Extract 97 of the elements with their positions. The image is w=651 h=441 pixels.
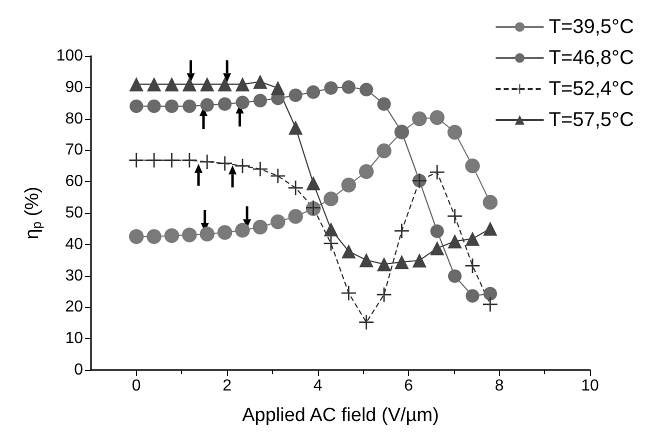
point: [341, 178, 356, 192]
point: [430, 224, 444, 238]
point: [324, 222, 338, 236]
point: [466, 289, 480, 303]
y-tick-label: 40: [65, 236, 84, 253]
y-tick-label: 80: [65, 110, 84, 128]
point: [483, 286, 497, 300]
legend-label: T=39,5°C: [548, 16, 634, 38]
point: [182, 228, 197, 242]
point: [288, 180, 303, 196]
point: [253, 74, 268, 89]
point: [270, 168, 286, 184]
point: [465, 232, 480, 246]
point: [218, 156, 232, 171]
point: [376, 257, 392, 272]
y-tick-label: 70: [65, 142, 84, 159]
point: [235, 77, 250, 92]
point: [253, 94, 268, 108]
x-axis-title: Applied AC field (V/µm): [242, 405, 439, 426]
point: [306, 85, 320, 99]
point: [358, 164, 374, 179]
point: [448, 208, 462, 224]
legend-label: T=46,8°C: [548, 47, 634, 69]
point: [147, 99, 161, 114]
point: [430, 241, 444, 256]
x-tick-label: 0: [132, 378, 141, 394]
point: [288, 209, 303, 224]
point: [270, 214, 286, 230]
point: [447, 124, 462, 140]
x-tick-label: 8: [494, 378, 504, 394]
point: [164, 153, 179, 168]
point: [341, 286, 356, 300]
y-tick-label: 100: [56, 48, 84, 64]
point: [377, 97, 391, 111]
y-tick-label: 90: [65, 78, 84, 96]
point: [235, 222, 250, 238]
point: [376, 287, 392, 302]
x-tick-label: 2: [222, 378, 232, 394]
point: [146, 229, 162, 244]
point: [164, 77, 179, 92]
point: [129, 77, 144, 92]
point: [270, 80, 285, 96]
y-tick-label: 50: [65, 204, 84, 222]
point: [288, 88, 302, 102]
point: [182, 153, 197, 168]
point: [482, 194, 498, 210]
point: [359, 253, 374, 268]
point: [483, 222, 498, 236]
point: [218, 77, 232, 92]
point: [128, 229, 144, 244]
point: [324, 191, 338, 206]
point: [376, 143, 392, 158]
point: [360, 82, 374, 96]
point: [306, 176, 320, 190]
point: [483, 297, 498, 312]
point: [164, 99, 179, 114]
x-tick-label: 4: [313, 378, 322, 394]
point: [200, 77, 214, 92]
y-tick-label: 30: [65, 267, 84, 284]
point: [394, 224, 409, 238]
point: [448, 269, 462, 283]
point: [448, 234, 462, 248]
point: [342, 80, 356, 94]
y-tick-label: 20: [65, 298, 84, 316]
point: [146, 153, 162, 168]
point: [129, 153, 144, 168]
point: [394, 254, 409, 270]
point: [130, 99, 144, 114]
x-tick-label: 6: [404, 378, 414, 394]
point: [146, 77, 162, 92]
point: [288, 120, 303, 135]
y-tick-label: 60: [65, 173, 84, 190]
legend-label: T=57,5°C: [548, 109, 634, 131]
point: [200, 154, 214, 170]
point: [236, 96, 250, 110]
point: [182, 99, 196, 114]
point: [430, 110, 445, 125]
y-tick-label: 0: [74, 362, 84, 378]
x-tick-label: 10: [581, 378, 599, 394]
point: [430, 164, 444, 180]
y-tick-label: 10: [65, 330, 84, 348]
point: [200, 226, 215, 242]
point: [252, 220, 268, 235]
point: [218, 97, 232, 111]
point: [359, 315, 374, 330]
point: [253, 162, 268, 176]
point: [164, 228, 180, 244]
point: [465, 158, 480, 174]
point: [182, 77, 197, 92]
point: [217, 225, 232, 240]
point: [412, 253, 427, 268]
point: [342, 244, 356, 258]
point: [412, 111, 427, 126]
legend-label: T=52,4°C: [548, 78, 634, 100]
y-axis-title: ηp (%): [22, 186, 44, 240]
point: [200, 98, 214, 112]
point: [324, 81, 338, 95]
